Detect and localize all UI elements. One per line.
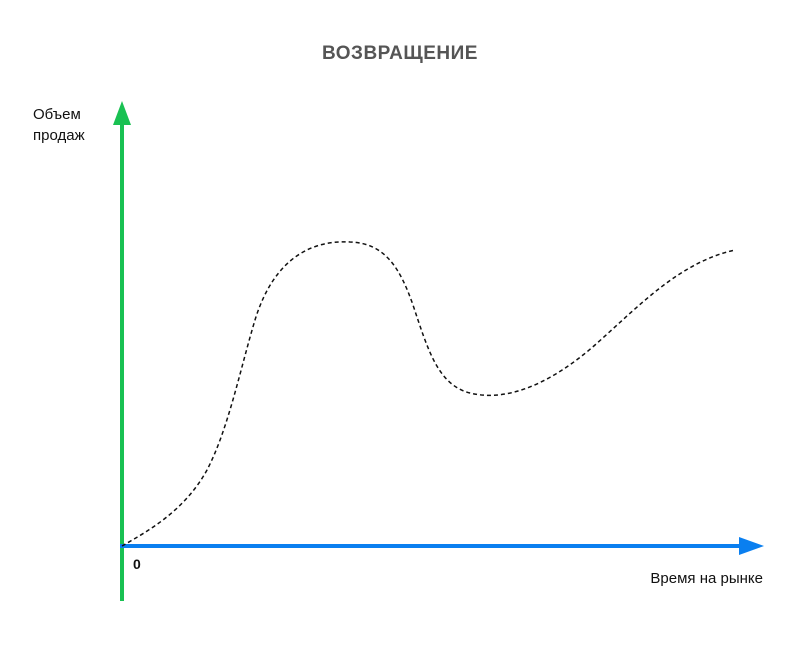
y-axis-label-line1: Объем xyxy=(33,106,81,123)
x-axis-label: Время на рынке xyxy=(650,570,763,587)
sales-curve xyxy=(121,241,736,547)
y-axis-arrowhead xyxy=(113,101,131,125)
diagram-title: ВОЗВРАЩЕНИЕ xyxy=(322,43,478,64)
y-axis-label: Объем продаж xyxy=(33,104,123,146)
y-axis-label-line2: продаж xyxy=(33,127,85,144)
x-axis-arrowhead xyxy=(739,537,764,555)
origin-label: 0 xyxy=(133,556,141,572)
